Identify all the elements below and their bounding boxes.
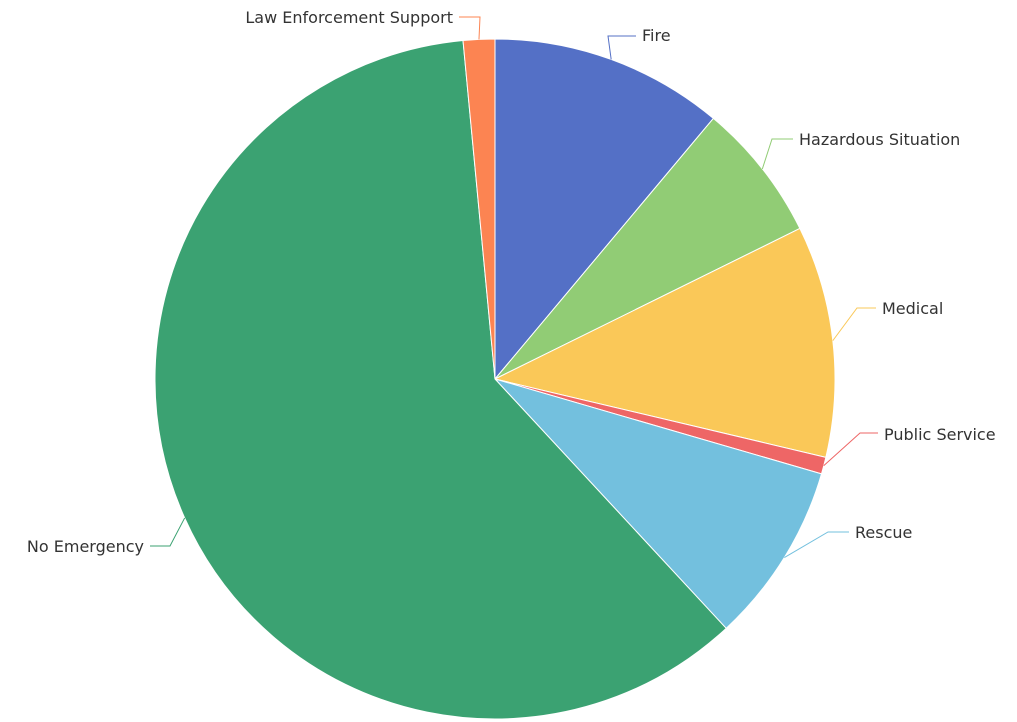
slice-label-law-enforcement-support: Law Enforcement Support (245, 8, 453, 27)
leader-line-public-service (823, 432, 878, 466)
leader-line-no-emergency (150, 517, 186, 547)
slice-label-hazardous-situation: Hazardous Situation (799, 130, 960, 149)
leader-line-law-enforcement-support (459, 16, 481, 40)
pie-slice-rescue[interactable] (493, 378, 823, 630)
leader-line-medical (832, 307, 876, 341)
slice-label-no-emergency: No Emergency (27, 537, 144, 556)
leader-lines (150, 16, 878, 558)
pie-slices (154, 38, 836, 720)
pie-slice-no-emergency[interactable] (154, 39, 727, 720)
slice-label-rescue: Rescue (855, 523, 912, 542)
slice-label-public-service: Public Service (884, 425, 996, 444)
slice-label-fire: Fire (642, 26, 671, 45)
leader-line-fire (607, 35, 636, 60)
slice-labels: Fire Hazardous Situation Medical Public Ser… (25, 7, 997, 558)
leader-line-hazardous-situation (761, 138, 793, 170)
slice-label-medical: Medical (882, 299, 943, 318)
leader-line-rescue (784, 531, 849, 558)
